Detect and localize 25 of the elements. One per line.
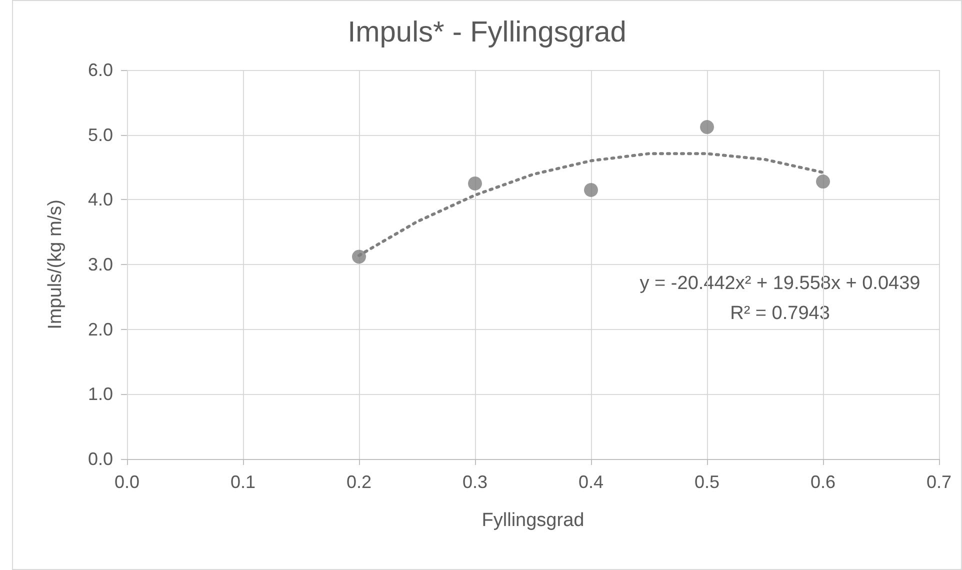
annotation: y = -20.442x² + 19.558x + 0.0439 — [640, 273, 920, 294]
x-tick-label: 0.3 — [462, 472, 488, 492]
point — [700, 120, 714, 134]
chart-title: Impuls* - Fyllingsgrad — [348, 16, 626, 48]
y-tick-label: 4.0 — [88, 190, 113, 210]
y-tick-label: 5.0 — [88, 124, 113, 145]
annotation: R² = 0.7943 — [730, 303, 830, 324]
x-tick-label: 0.6 — [810, 472, 836, 492]
x-tick-label: 0.7 — [926, 472, 952, 492]
y-tick-label: 2.0 — [88, 319, 113, 340]
y-tick-label: 1.0 — [88, 384, 113, 404]
x-tick-label: 0.1 — [230, 472, 256, 492]
y-tick-label: 0.0 — [88, 449, 113, 469]
point — [816, 174, 830, 189]
y-tick-label: 6.0 — [88, 60, 113, 80]
x-tick-label: 0.5 — [694, 472, 720, 492]
point — [468, 176, 482, 190]
point — [584, 182, 598, 197]
y-tick-label: 3.0 — [88, 254, 113, 274]
point — [352, 250, 366, 264]
x-tick-label: 0.0 — [114, 472, 140, 492]
y-axis-title: Impuls/(kg m/s) — [45, 200, 66, 330]
x-axis-title: Fyllingsgrad — [482, 510, 584, 531]
x-tick-label: 0.4 — [578, 472, 604, 492]
x-tick-label: 0.2 — [346, 472, 372, 492]
